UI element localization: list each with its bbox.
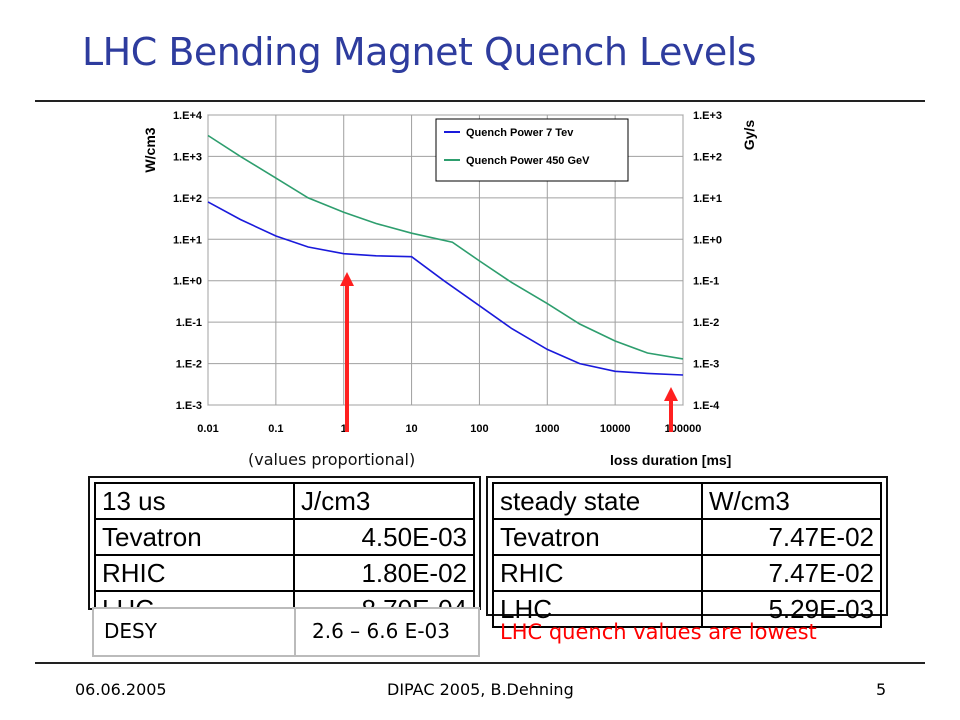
table-row: RHIC 7.47E-02	[492, 554, 882, 592]
table-cell: 4.50E-03	[293, 518, 475, 556]
table-cell: 7.47E-02	[701, 518, 882, 556]
y-left-tick-label: 1.E-2	[176, 359, 202, 371]
desy-value: 2.6 – 6.6 E-03	[312, 619, 450, 643]
table-cell: 7.47E-02	[701, 554, 882, 592]
y-right-tick-label: 1.E-2	[693, 317, 719, 329]
y-right-tick-label: 1.E-3	[693, 359, 719, 371]
slide-title: LHC Bending Magnet Quench Levels	[82, 30, 757, 74]
desy-row: DESY 2.6 – 6.6 E-03	[92, 607, 480, 657]
table-cell: LHC	[492, 590, 703, 628]
y-left-tick-label: 1.E-3	[176, 400, 202, 412]
y-left-axis-title: W/cm3	[142, 127, 158, 172]
values-proportional-note: (values proportional)	[248, 450, 416, 469]
footer-date: 06.06.2005	[75, 680, 167, 699]
y-right-tick-label: 1.E+2	[693, 151, 722, 163]
x-tick-label: 10	[405, 423, 417, 435]
table-row: steady state W/cm3	[492, 482, 882, 520]
x-tick-label: 0.1	[268, 423, 283, 435]
x-tick-label: 0.01	[197, 423, 218, 435]
table-row: Tevatron 7.47E-02	[492, 518, 882, 556]
x-axis-title: loss duration [ms]	[610, 452, 731, 468]
table-cell: steady state	[492, 482, 703, 520]
red-arrow-head	[340, 272, 354, 286]
table-row: RHIC 1.80E-02	[94, 554, 475, 592]
y-left-tick-label: 1.E+2	[173, 193, 202, 205]
desy-divider	[294, 609, 296, 655]
table-cell: 1.80E-02	[293, 554, 475, 592]
footer-divider	[35, 662, 925, 664]
x-tick-label: 1	[341, 423, 347, 435]
y-left-tick-label: 1.E+1	[173, 234, 202, 246]
table-cell: Tevatron	[94, 518, 295, 556]
footer-page-number: 5	[876, 680, 887, 699]
y-left-tick-label: 1.E-1	[176, 317, 202, 329]
table-cell: RHIC	[94, 554, 295, 592]
table-row: Tevatron 4.50E-03	[94, 518, 475, 556]
right-table-frame: steady state W/cm3 Tevatron 7.47E-02 RHI…	[486, 476, 888, 628]
legend-label: Quench Power 450 GeV	[466, 155, 590, 167]
table-cell: 13 us	[94, 482, 295, 520]
table-row: 13 us J/cm3	[94, 482, 475, 520]
legend-box	[435, 118, 629, 182]
x-tick-label: 100	[470, 423, 488, 435]
x-tick-label: 100000	[665, 423, 702, 435]
x-tick-label: 1000	[535, 423, 559, 435]
table-cell: Tevatron	[492, 518, 703, 556]
quench-level-chart: 0.01 0.1 1 10 100 1000 10000 100000 1.E-3 1.E-4 1.…	[142, 110, 757, 468]
right-quench-table: steady state W/cm3 Tevatron 7.47E-02 RHI…	[492, 482, 882, 628]
left-table-frame: 13 us J/cm3 Tevatron 4.50E-03 RHIC 1.80E…	[88, 476, 481, 628]
footer-center: DIPAC 2005, B.Dehning	[387, 680, 574, 699]
y-right-tick-label: 1.E+1	[693, 193, 722, 205]
y-right-tick-label: 1.E-4	[693, 400, 720, 412]
table-cell: 5.29E-03	[701, 590, 882, 628]
title-divider	[35, 100, 925, 102]
table-row: LHC 5.29E-03	[492, 590, 882, 628]
y-right-axis-title: Gy/s	[741, 120, 757, 151]
series-quench-power-7tev	[207, 201, 684, 376]
red-arrow-head	[664, 387, 678, 401]
lhc-lowest-note: LHC quench values are lowest	[500, 620, 817, 644]
x-tick-label: 10000	[600, 423, 631, 435]
y-left-tick-label: 1.E+4	[173, 110, 203, 122]
table-cell: RHIC	[492, 554, 703, 592]
series-quench-power-450gev	[207, 134, 684, 360]
y-right-tick-label: 1.E+0	[693, 234, 722, 246]
y-left-tick-label: 1.E+3	[173, 151, 202, 163]
y-right-tick-label: 1.E+3	[693, 110, 722, 122]
y-right-tick-label: 1.E-1	[693, 276, 719, 288]
table-cell: J/cm3	[293, 482, 475, 520]
y-left-tick-label: 1.E+0	[173, 276, 202, 288]
legend-label: Quench Power 7 Tev	[466, 127, 574, 139]
table-cell: W/cm3	[701, 482, 882, 520]
desy-label: DESY	[104, 619, 157, 643]
